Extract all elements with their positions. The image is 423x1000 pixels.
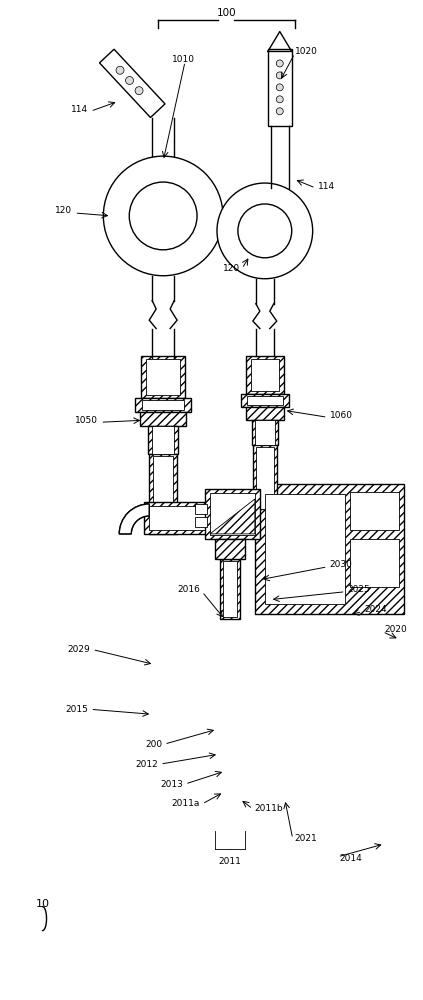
- Bar: [99, 49, 165, 118]
- Bar: [195, 517, 207, 527]
- Bar: [268, 49, 292, 126]
- Bar: [149, 454, 177, 534]
- Circle shape: [217, 183, 313, 279]
- Text: 2021: 2021: [295, 834, 318, 843]
- Text: 200: 200: [145, 740, 162, 749]
- Text: 100: 100: [217, 8, 236, 18]
- Bar: [253, 445, 277, 509]
- Bar: [251, 359, 279, 391]
- Bar: [223, 561, 237, 617]
- Circle shape: [238, 204, 292, 258]
- Text: 2014: 2014: [340, 854, 363, 863]
- Circle shape: [135, 87, 143, 95]
- Bar: [265, 494, 345, 604]
- Text: 2011b: 2011b: [255, 804, 283, 813]
- Bar: [247, 396, 283, 405]
- Circle shape: [276, 60, 283, 67]
- Bar: [349, 492, 399, 530]
- Bar: [220, 559, 240, 619]
- Text: 1060: 1060: [330, 411, 353, 420]
- Text: 120: 120: [55, 206, 72, 215]
- Text: 10: 10: [36, 899, 49, 909]
- Bar: [148, 426, 178, 454]
- Circle shape: [276, 72, 283, 79]
- Circle shape: [276, 96, 283, 103]
- Circle shape: [126, 76, 134, 84]
- Bar: [142, 400, 184, 410]
- Circle shape: [129, 182, 197, 250]
- Bar: [349, 539, 399, 587]
- Text: 2029: 2029: [68, 645, 91, 654]
- Text: 2016: 2016: [177, 585, 200, 594]
- Bar: [246, 407, 284, 420]
- Circle shape: [276, 108, 283, 115]
- Bar: [246, 356, 284, 394]
- Bar: [255, 420, 275, 445]
- Circle shape: [103, 156, 223, 276]
- Text: 114: 114: [71, 105, 88, 114]
- Polygon shape: [268, 32, 292, 51]
- Bar: [205, 489, 260, 539]
- Bar: [141, 356, 185, 398]
- Bar: [255, 484, 404, 614]
- Bar: [215, 539, 245, 559]
- Text: 2012: 2012: [135, 760, 158, 769]
- Text: 2011a: 2011a: [172, 799, 200, 808]
- Text: 2011: 2011: [219, 857, 242, 866]
- Text: 120: 120: [223, 264, 240, 273]
- Text: 2015: 2015: [66, 705, 88, 714]
- Polygon shape: [210, 499, 255, 534]
- Bar: [146, 359, 180, 395]
- Bar: [210, 493, 255, 535]
- Text: 1010: 1010: [172, 55, 195, 64]
- Bar: [140, 412, 186, 426]
- Text: 2030: 2030: [330, 560, 352, 569]
- Wedge shape: [119, 504, 149, 534]
- Bar: [152, 426, 174, 454]
- Bar: [256, 447, 274, 509]
- Bar: [252, 420, 278, 445]
- Bar: [135, 398, 191, 412]
- Text: 2020: 2020: [385, 625, 407, 634]
- Circle shape: [276, 84, 283, 91]
- Bar: [144, 502, 239, 534]
- Bar: [153, 456, 173, 532]
- Text: 2024: 2024: [365, 605, 387, 614]
- Text: 2013: 2013: [160, 780, 183, 789]
- Circle shape: [116, 66, 124, 74]
- Wedge shape: [119, 504, 149, 534]
- Text: 1050: 1050: [75, 416, 99, 425]
- Text: 2025: 2025: [348, 585, 370, 594]
- Text: 114: 114: [318, 182, 335, 191]
- Bar: [149, 506, 234, 530]
- Bar: [241, 394, 289, 407]
- Text: 1020: 1020: [295, 47, 318, 56]
- Bar: [195, 504, 207, 514]
